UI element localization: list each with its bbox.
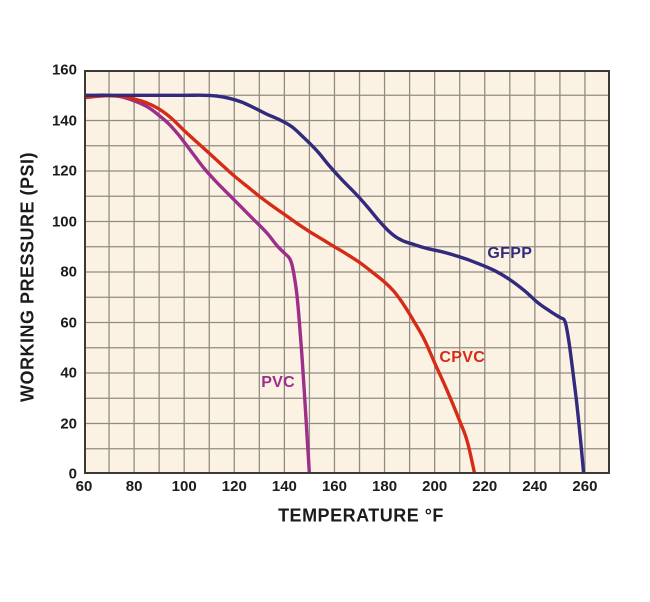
plot-area — [84, 70, 610, 474]
series-label-gfpp: GFPP — [487, 245, 533, 263]
curve-pvc — [84, 93, 312, 474]
series-label-pvc: PVC — [261, 374, 296, 392]
y-tick-label: 0 — [68, 465, 77, 483]
y-tick-label: 120 — [51, 162, 77, 180]
y-tick-label: 80 — [60, 263, 77, 281]
x-tick-label: 220 — [472, 478, 498, 495]
series-label-cpvc: CPVC — [439, 348, 486, 366]
y-axis-title: WORKING PRESSURE (PSI) — [17, 151, 38, 403]
x-tick-label: 160 — [321, 478, 347, 495]
y-tick-label: 100 — [51, 213, 77, 230]
y-tick-label: 20 — [60, 415, 77, 432]
x-tick-label: 140 — [271, 478, 297, 495]
x-tick-label: 120 — [221, 478, 247, 495]
y-tick-label: 160 — [51, 61, 77, 79]
y-tick-label: 60 — [60, 314, 77, 331]
x-tick-label: 180 — [372, 478, 398, 495]
x-tick-label: 80 — [125, 478, 143, 495]
x-axis-title: TEMPERATURE °F — [278, 505, 444, 526]
plot-border — [84, 70, 610, 474]
curve-cpvc — [84, 94, 477, 474]
curve-gfpp — [84, 93, 586, 474]
y-tick-label: 140 — [51, 112, 77, 129]
y-tick-label: 40 — [60, 364, 77, 382]
x-tick-label: 240 — [522, 478, 548, 495]
x-tick-label: 60 — [75, 478, 93, 495]
x-tick-label: 200 — [422, 478, 448, 495]
plot-svg — [84, 70, 610, 474]
x-tick-label: 260 — [572, 478, 598, 495]
x-tick-label: 100 — [171, 478, 197, 495]
